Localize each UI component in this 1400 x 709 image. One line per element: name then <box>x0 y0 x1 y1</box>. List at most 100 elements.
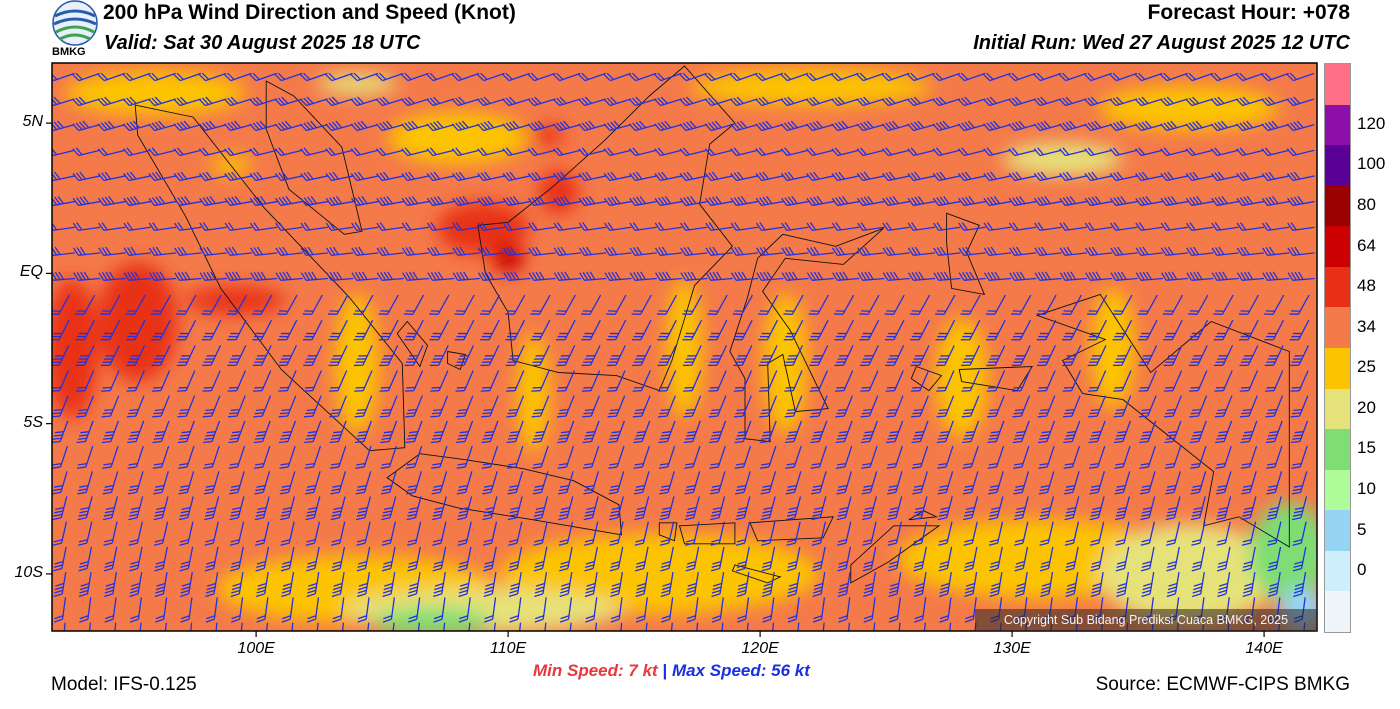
wind-barb <box>786 521 801 546</box>
wind-barb <box>1189 395 1208 418</box>
wind-barb <box>758 319 779 341</box>
wind-barb <box>856 171 885 182</box>
wind-barb <box>72 72 100 82</box>
wind-barb <box>304 445 322 469</box>
wind-barb <box>52 319 70 341</box>
wind-barb <box>989 546 1003 572</box>
wind-barb <box>77 496 93 521</box>
wind-barb <box>1059 271 1088 281</box>
wind-barb <box>733 345 753 367</box>
wind-barb <box>533 521 548 546</box>
wind-barb <box>1062 319 1082 341</box>
wind-barb <box>1014 572 1028 598</box>
wind-barb <box>958 196 986 207</box>
wind-barb <box>375 72 404 82</box>
wind-barb <box>888 597 901 623</box>
wind-barb <box>1165 521 1181 546</box>
wind-barb <box>806 171 834 182</box>
wind-barb <box>1084 196 1113 207</box>
wind-barb <box>1134 120 1163 132</box>
lon-label: 130E <box>993 640 1031 657</box>
wind-barb <box>256 597 269 623</box>
wind-barb <box>644 622 648 631</box>
wind-barb <box>606 345 626 367</box>
wind-barb <box>1039 521 1054 546</box>
wind-barb <box>289 622 294 631</box>
wind-barb <box>202 370 221 392</box>
wind-barb <box>532 445 549 469</box>
wind-barb <box>1087 370 1107 392</box>
wind-barb <box>1090 546 1105 572</box>
wind-barb <box>277 319 298 341</box>
wind-barb <box>1084 246 1113 256</box>
wind-barb <box>1261 120 1290 132</box>
wind-barb <box>332 597 345 623</box>
wind-barb <box>1286 96 1315 107</box>
wind-barb <box>1191 572 1205 598</box>
wind-barb <box>682 294 703 315</box>
wind-barb <box>102 496 119 521</box>
wind-barb <box>1292 496 1308 521</box>
wind-barb <box>783 319 804 341</box>
wind-barb <box>480 319 500 341</box>
wind-barb <box>375 147 404 157</box>
wind-barb <box>557 445 575 469</box>
wind-barb <box>658 395 676 418</box>
wind-barb <box>935 294 956 315</box>
wind-barb <box>77 471 94 495</box>
wind-barb <box>1165 471 1181 495</box>
wind-barb <box>480 345 500 367</box>
wind-barb <box>355 496 372 521</box>
wind-barb <box>609 521 624 546</box>
wind-barb <box>325 96 354 107</box>
coastline <box>447 350 466 371</box>
wind-barb <box>77 521 93 546</box>
wind-barb <box>176 319 197 341</box>
wind-barb <box>1009 271 1037 281</box>
wind-barb <box>582 445 600 469</box>
bmkg-logo <box>52 0 98 46</box>
wind-barb <box>1190 496 1206 521</box>
wind-barb <box>837 572 851 598</box>
colorbar-label: 20 <box>1357 397 1376 417</box>
wind-barb <box>809 319 829 341</box>
wind-barb <box>935 345 955 367</box>
wind-barb <box>1290 420 1309 444</box>
wind-barb <box>1011 319 1032 341</box>
wind-barb <box>1166 546 1180 572</box>
colorbar-segment <box>1325 307 1350 348</box>
wind-barb <box>907 246 936 256</box>
wind-barb <box>281 597 294 623</box>
wind-barb <box>502 147 531 157</box>
colorbar-segment <box>1325 64 1350 105</box>
wind-barb <box>988 496 1004 521</box>
wind-barb <box>604 246 632 256</box>
wind-barb <box>932 96 961 107</box>
wind-barb <box>736 546 750 572</box>
wind-barb <box>477 196 506 207</box>
wind-barb <box>249 120 278 132</box>
lon-label: 100E <box>237 640 275 657</box>
wind-barb <box>607 420 625 444</box>
wind-barb <box>1008 96 1037 107</box>
wind-barb <box>457 546 472 572</box>
wind-barb <box>198 120 227 132</box>
wind-barb <box>1215 445 1232 469</box>
wind-barb <box>907 147 936 157</box>
wind-barb <box>705 246 733 256</box>
wind-barb <box>188 622 193 631</box>
colorbar-label: 64 <box>1357 235 1376 255</box>
wind-barb <box>1113 420 1131 444</box>
wind-barb <box>75 294 96 315</box>
wind-barb <box>382 572 396 598</box>
wind-barb <box>936 370 955 392</box>
wind-barb <box>962 445 979 469</box>
wind-barb <box>654 96 682 107</box>
wind-barb <box>685 521 700 546</box>
wind-barb <box>527 120 556 132</box>
wind-barb <box>683 370 702 392</box>
wind-barb <box>1265 395 1284 418</box>
wind-barb <box>1164 445 1182 469</box>
wind-barb <box>730 246 759 256</box>
wind-barb <box>705 222 733 232</box>
